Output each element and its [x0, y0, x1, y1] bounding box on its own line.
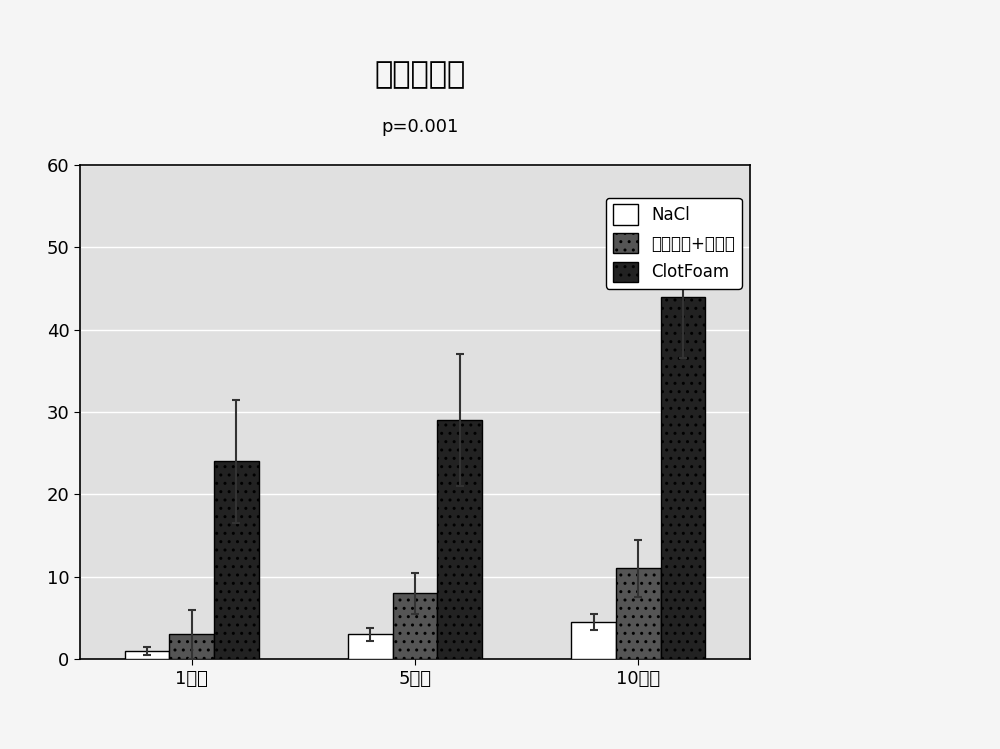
Legend: NaCl, 纤维蛋白+凝血酶, ClotFoam: NaCl, 纤维蛋白+凝血酶, ClotFoam — [606, 198, 742, 289]
Text: 组织内粘连: 组织内粘连 — [374, 61, 466, 89]
Bar — [169, 634, 214, 659]
Bar — [616, 568, 661, 659]
Bar — [214, 461, 259, 659]
Text: p=0.001: p=0.001 — [381, 118, 459, 136]
Bar — [661, 297, 705, 659]
Bar — [393, 593, 437, 659]
Bar — [571, 622, 616, 659]
Bar — [348, 634, 393, 659]
Bar — [437, 420, 482, 659]
Bar — [125, 651, 169, 659]
